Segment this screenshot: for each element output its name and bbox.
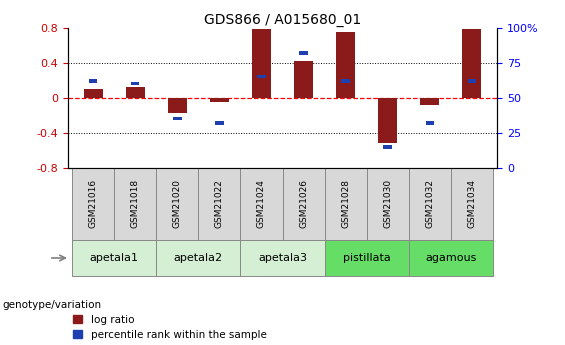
FancyBboxPatch shape xyxy=(367,168,409,240)
FancyBboxPatch shape xyxy=(325,240,409,276)
Bar xyxy=(257,75,266,78)
FancyBboxPatch shape xyxy=(198,168,240,240)
Text: GSM21016: GSM21016 xyxy=(89,179,98,228)
Bar xyxy=(463,29,481,98)
Bar xyxy=(341,79,350,83)
Bar xyxy=(125,87,145,98)
FancyBboxPatch shape xyxy=(451,168,493,240)
FancyBboxPatch shape xyxy=(114,168,156,240)
Text: GSM21028: GSM21028 xyxy=(341,179,350,228)
Text: apetala3: apetala3 xyxy=(258,253,307,263)
Bar xyxy=(168,98,186,114)
Bar xyxy=(89,79,97,83)
Bar xyxy=(252,29,271,98)
FancyBboxPatch shape xyxy=(156,240,240,276)
Title: GDS866 / A015680_01: GDS866 / A015680_01 xyxy=(204,12,361,27)
FancyBboxPatch shape xyxy=(72,168,114,240)
Text: apetala1: apetala1 xyxy=(90,253,138,263)
Text: GSM21020: GSM21020 xyxy=(173,179,182,228)
Text: GSM21032: GSM21032 xyxy=(425,179,434,228)
Text: GSM21030: GSM21030 xyxy=(383,179,392,228)
Bar xyxy=(210,98,229,102)
Bar xyxy=(294,61,313,98)
FancyBboxPatch shape xyxy=(240,240,325,276)
Bar xyxy=(336,32,355,98)
Text: GSM21024: GSM21024 xyxy=(257,179,266,228)
Legend: log ratio, percentile rank within the sample: log ratio, percentile rank within the sa… xyxy=(73,315,267,340)
Bar xyxy=(425,121,434,125)
Bar xyxy=(215,121,224,125)
FancyBboxPatch shape xyxy=(282,168,325,240)
FancyBboxPatch shape xyxy=(325,168,367,240)
Text: GSM21034: GSM21034 xyxy=(467,179,476,228)
FancyBboxPatch shape xyxy=(156,168,198,240)
FancyBboxPatch shape xyxy=(409,168,451,240)
Text: agamous: agamous xyxy=(425,253,477,263)
Text: GSM21026: GSM21026 xyxy=(299,179,308,228)
Text: genotype/variation: genotype/variation xyxy=(3,300,102,310)
Bar xyxy=(468,79,476,83)
Bar xyxy=(379,98,397,143)
Text: apetala2: apetala2 xyxy=(174,253,223,263)
FancyBboxPatch shape xyxy=(240,168,282,240)
Text: GSM21018: GSM21018 xyxy=(131,179,140,228)
Text: GSM21022: GSM21022 xyxy=(215,179,224,228)
Bar xyxy=(299,51,308,55)
Text: pistillata: pistillata xyxy=(343,253,390,263)
Bar xyxy=(384,145,392,149)
Bar xyxy=(173,117,181,120)
Bar xyxy=(84,89,102,98)
Bar xyxy=(131,82,140,86)
FancyBboxPatch shape xyxy=(409,240,493,276)
FancyBboxPatch shape xyxy=(72,240,156,276)
Bar xyxy=(420,98,440,105)
